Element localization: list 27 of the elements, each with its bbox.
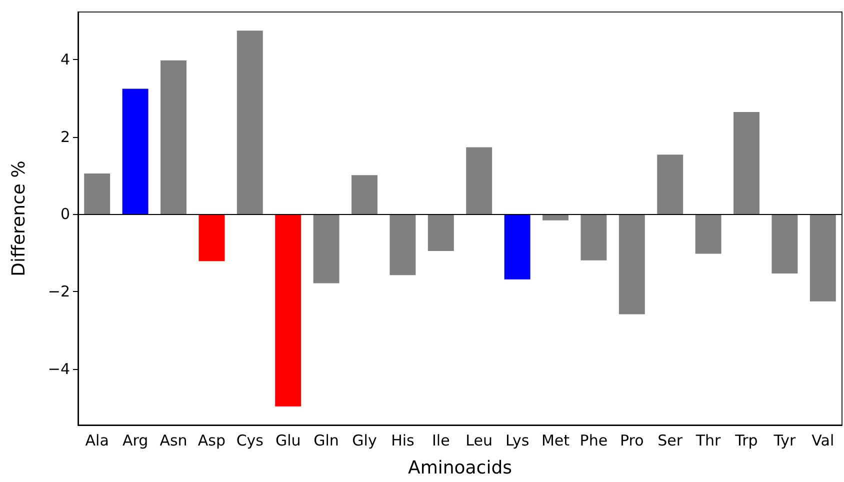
x-tick-label: Ser <box>658 432 684 450</box>
x-tick-label: Met <box>541 432 570 450</box>
x-tick-label: Ile <box>432 432 450 450</box>
x-tick-label: Asn <box>160 432 188 450</box>
y-tick-label: −2 <box>48 282 70 301</box>
x-tick-label: Leu <box>466 432 493 450</box>
x-tick-label: Trp <box>734 432 758 450</box>
y-tick-label: 0 <box>60 205 70 224</box>
x-tick-label: Cys <box>236 432 264 450</box>
x-tick-label: Phe <box>580 432 608 450</box>
x-tick-label: Asp <box>198 432 226 450</box>
x-tick-label: His <box>391 432 415 450</box>
x-tick-label: Val <box>812 432 834 450</box>
x-axis-title: Aminoacids <box>408 458 512 478</box>
x-tick-label: Pro <box>620 432 644 450</box>
x-tick-label: Lys <box>505 432 530 450</box>
x-tick-label: Ala <box>85 432 109 450</box>
x-tick-label: Glu <box>275 432 301 450</box>
x-tick-label: Arg <box>122 432 148 450</box>
y-tick-label: 2 <box>60 128 70 146</box>
x-tick-label: Tyr <box>772 432 796 450</box>
x-tick-label: Gln <box>314 432 339 450</box>
x-tick-label: Gly <box>352 432 377 450</box>
y-tick-label: 4 <box>60 50 70 68</box>
y-tick-label: −4 <box>48 360 70 378</box>
y-axis-title: Difference % <box>8 160 30 276</box>
x-tick-label: Thr <box>694 432 722 450</box>
